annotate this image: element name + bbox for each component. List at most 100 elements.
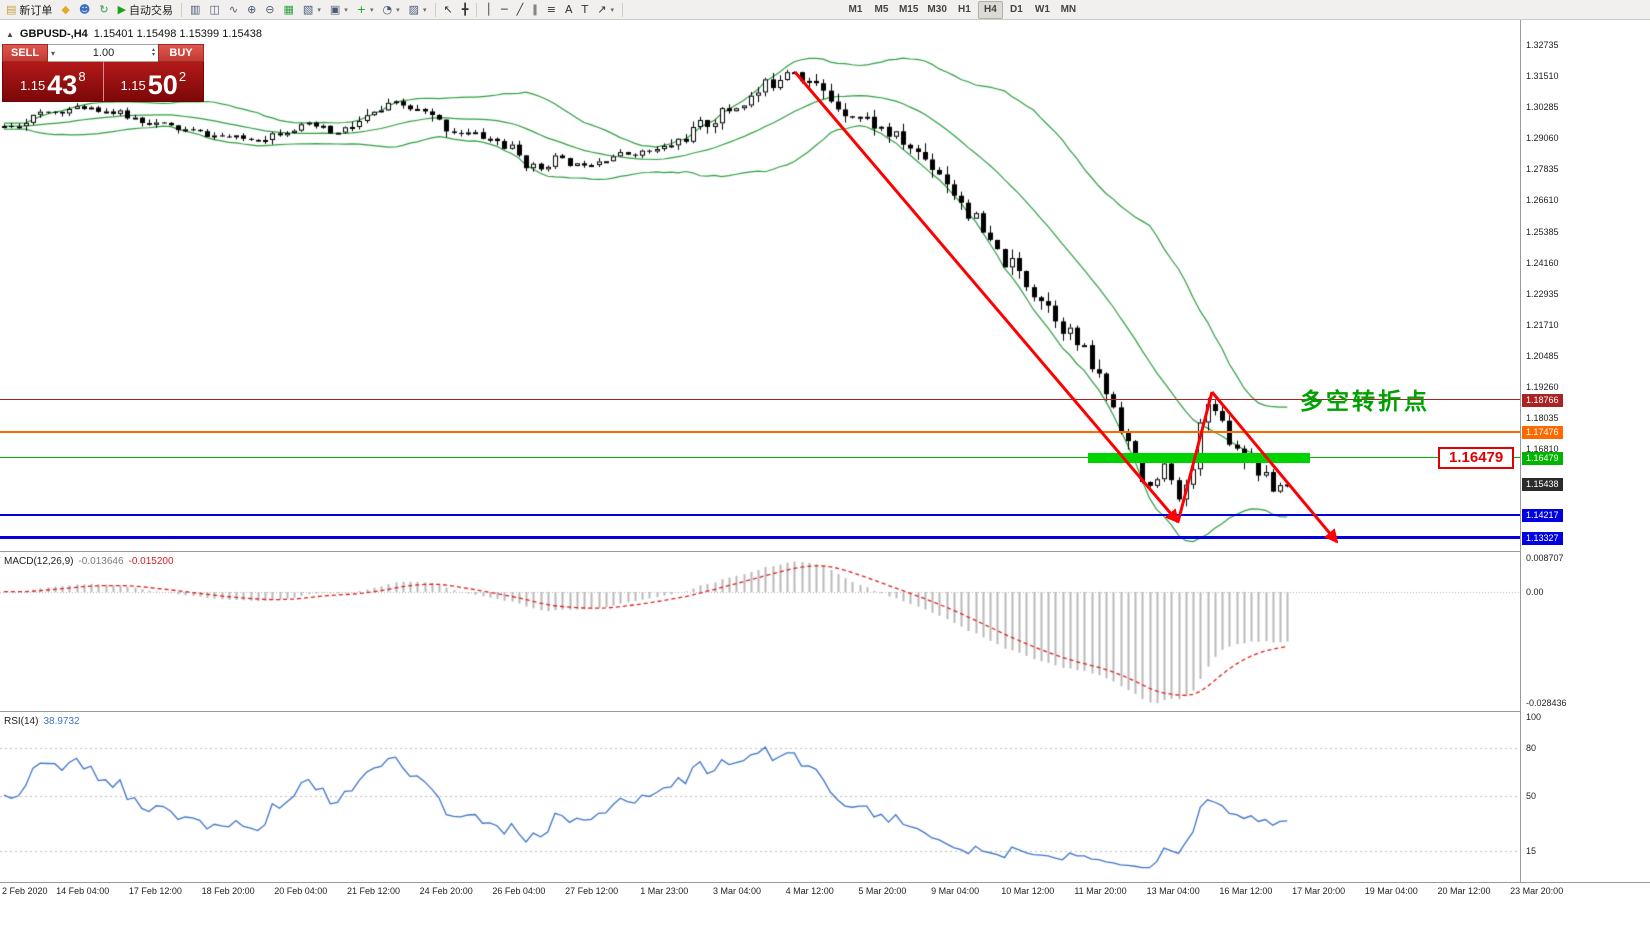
- line-chart-icon: ∿: [228, 3, 239, 16]
- price-axis-label: 1.26610: [1526, 195, 1559, 206]
- profiles-icon: ▣: [329, 3, 341, 16]
- time-axis-label: 24 Feb 20:00: [419, 886, 473, 896]
- timeframe-mn-button[interactable]: MN: [1060, 4, 1077, 15]
- sell-button[interactable]: SELL: [2, 44, 48, 62]
- time-axis-label: 18 Feb 20:00: [201, 886, 255, 896]
- autotrading-button[interactable]: ▶ 自动交易: [114, 1, 177, 19]
- support-zone-rectangle[interactable]: [1088, 452, 1310, 463]
- trendline-icon[interactable]: ╱: [513, 1, 528, 19]
- horizontal-level-line-1.13327[interactable]: [0, 536, 1520, 540]
- timeframe-d1-button[interactable]: D1: [1009, 4, 1023, 15]
- sell-price-sup: 8: [78, 69, 86, 84]
- price-axis[interactable]: 1.32735 1.31510 1.30285 1.29060 1.27835 1.266…: [1520, 20, 1650, 882]
- one-click-order-row: SELL ▾ 1.00 ▴ ▾ BUY: [2, 44, 204, 62]
- price-axis-label: 1.16810: [1526, 444, 1559, 455]
- periods-icon[interactable]: ◔ ▾: [378, 1, 403, 19]
- new-order-button[interactable]: ▤ 新订单: [2, 1, 56, 19]
- symbol-period-label: GBPUSD-,H4: [19, 28, 88, 40]
- time-axis-label: 3 Mar 04:00: [712, 886, 762, 896]
- time-axis[interactable]: 2 Feb 2020 14 Feb 04:00 17 Feb 12:00 18 Feb…: [0, 882, 1650, 900]
- candlestick-chart-icon[interactable]: ◫: [205, 1, 223, 19]
- timeframe-m15-button[interactable]: M15: [898, 4, 919, 15]
- price-chart-panel: ▲ GBPUSD-,H4 1.15401 1.15498 1.15399 1.1…: [0, 20, 1520, 552]
- macd-canvas[interactable]: [0, 552, 1520, 711]
- volume-stepper[interactable]: ▴ ▾: [151, 47, 155, 58]
- template-icon[interactable]: ▨ ▾: [405, 1, 431, 19]
- price-axis-label: 1.18035: [1526, 413, 1559, 424]
- turning-point-annotation[interactable]: 多空转折点: [1300, 388, 1430, 414]
- volume-value[interactable]: 1.00: [92, 47, 115, 59]
- timeframe-m5-button[interactable]: M5: [874, 4, 889, 15]
- line-chart-icon[interactable]: ∿: [225, 1, 242, 19]
- dropdown-caret-icon[interactable]: ▾: [423, 6, 427, 14]
- time-axis-label: 9 Mar 04:00: [931, 886, 980, 896]
- market-watch-icon[interactable]: ☻: [75, 1, 94, 19]
- vertical-line-icon[interactable]: │: [481, 1, 496, 19]
- horizontal-line-icon[interactable]: ─: [497, 1, 512, 19]
- price-axis-label: 1.32735: [1526, 40, 1559, 50]
- horizontal-level-line-1.16479[interactable]: [0, 457, 1520, 459]
- zoom-in-icon[interactable]: ⊕: [243, 1, 260, 19]
- timeframe-m1-button[interactable]: M1: [848, 4, 863, 15]
- dropdown-caret-icon[interactable]: ▾: [610, 6, 614, 14]
- dropdown-caret-icon[interactable]: ▾: [396, 6, 400, 14]
- fibonacci-icon[interactable]: ≡: [543, 1, 560, 19]
- arrows-icon[interactable]: ↗ ▾: [593, 1, 618, 19]
- time-axis-label: 17 Feb 12:00: [128, 886, 182, 896]
- template-icon: ▨: [408, 3, 420, 16]
- stepper-down-icon[interactable]: ▾: [151, 52, 155, 58]
- volume-field[interactable]: ▾ 1.00 ▴ ▾: [48, 44, 158, 62]
- rsi-canvas[interactable]: [0, 712, 1520, 881]
- one-click-collapse-icon[interactable]: ▲: [6, 29, 14, 39]
- sell-price[interactable]: 1.15 43 8: [3, 62, 104, 101]
- text-icon[interactable]: A: [561, 1, 577, 19]
- crosshair-icon: ╋: [461, 3, 469, 16]
- macd-main-value: -0.013646: [78, 556, 124, 567]
- time-axis-label: 26 Feb 04:00: [492, 886, 546, 896]
- profiles-icon[interactable]: ▣ ▾: [326, 1, 352, 19]
- timeframe-h4-button[interactable]: H4: [977, 0, 1003, 19]
- channel-icon[interactable]: ∥: [528, 1, 542, 19]
- text-label-icon[interactable]: T: [578, 1, 593, 19]
- dropdown-caret-icon[interactable]: ▾: [317, 6, 321, 14]
- timeframe-h1-button[interactable]: H1: [957, 4, 971, 15]
- timeframe-m30-button[interactable]: M30: [927, 4, 947, 15]
- add-indicator-icon[interactable]: + ▾: [353, 1, 378, 19]
- symbols-icon[interactable]: ◆: [57, 1, 73, 19]
- main-toolbar: ▤ 新订单 ◆ ☻ ↻ ▶ 自动交易 ▥ ◫ ∿ ⊕ ⊖ ▦ ▧ ▾ ▣ ▾ + ▾ ◔ ▾ ▨ ▾ ↖ ╋ │ ─ ╱ ∥ ≡ A T ↗ ▾ M…: [0, 0, 1650, 20]
- time-axis-label: 13 Mar 04:00: [1146, 886, 1200, 896]
- bar-chart-icon[interactable]: ▥: [186, 1, 204, 19]
- sell-price-small: 1.15: [19, 78, 46, 93]
- buy-price[interactable]: 1.15 50 2: [104, 62, 204, 101]
- stepper-up-icon[interactable]: ▴: [151, 47, 155, 53]
- cursor-icon[interactable]: ↖: [440, 1, 457, 19]
- dropdown-caret-icon[interactable]: ▾: [344, 6, 348, 14]
- ohlc-values: 1.15401 1.15498 1.15399 1.15438: [93, 28, 262, 40]
- candlestick-chart-icon: ◫: [209, 3, 220, 16]
- price-tag-1.14217: 1.14217: [1522, 509, 1563, 522]
- zoom-out-icon[interactable]: ⊖: [261, 1, 278, 19]
- macd-panel: MACD(12,26,9) -0.013646 -0.015200: [0, 552, 1520, 712]
- horizontal-level-line-1.18766[interactable]: [0, 399, 1520, 401]
- main-chart-canvas[interactable]: [0, 20, 1520, 551]
- rsi-axis-label: 15: [1526, 846, 1537, 857]
- volume-dropdown-icon[interactable]: ▾: [51, 48, 56, 58]
- timeframe-w1-button[interactable]: W1: [1034, 4, 1050, 15]
- data-refresh-icon[interactable]: ↻: [95, 1, 112, 19]
- time-axis-label: 2 Feb 2020: [2, 886, 48, 896]
- crosshair-icon[interactable]: ╋: [458, 1, 473, 19]
- dropdown-caret-icon[interactable]: ▾: [369, 6, 374, 14]
- new-chart-icon[interactable]: ▧ ▾: [299, 1, 325, 19]
- macd-name: MACD(12,26,9): [4, 556, 74, 567]
- tile-windows-icon[interactable]: ▦: [280, 1, 298, 19]
- rsi-label: RSI(14) 38.9732: [4, 716, 85, 727]
- horizontal-level-line-1.14217[interactable]: [0, 514, 1520, 516]
- horizontal-level-line-1.17476[interactable]: [0, 431, 1520, 434]
- price-axis-label: 1.30285: [1526, 102, 1559, 113]
- time-axis-label: 17 Mar 20:00: [1292, 886, 1346, 896]
- buy-price-sup: 2: [178, 69, 187, 84]
- buy-button[interactable]: BUY: [158, 44, 204, 62]
- toolbar-spacer: [627, 9, 842, 10]
- arrows-icon: ↗: [597, 3, 607, 16]
- price-callout[interactable]: 1.16479: [1438, 446, 1515, 469]
